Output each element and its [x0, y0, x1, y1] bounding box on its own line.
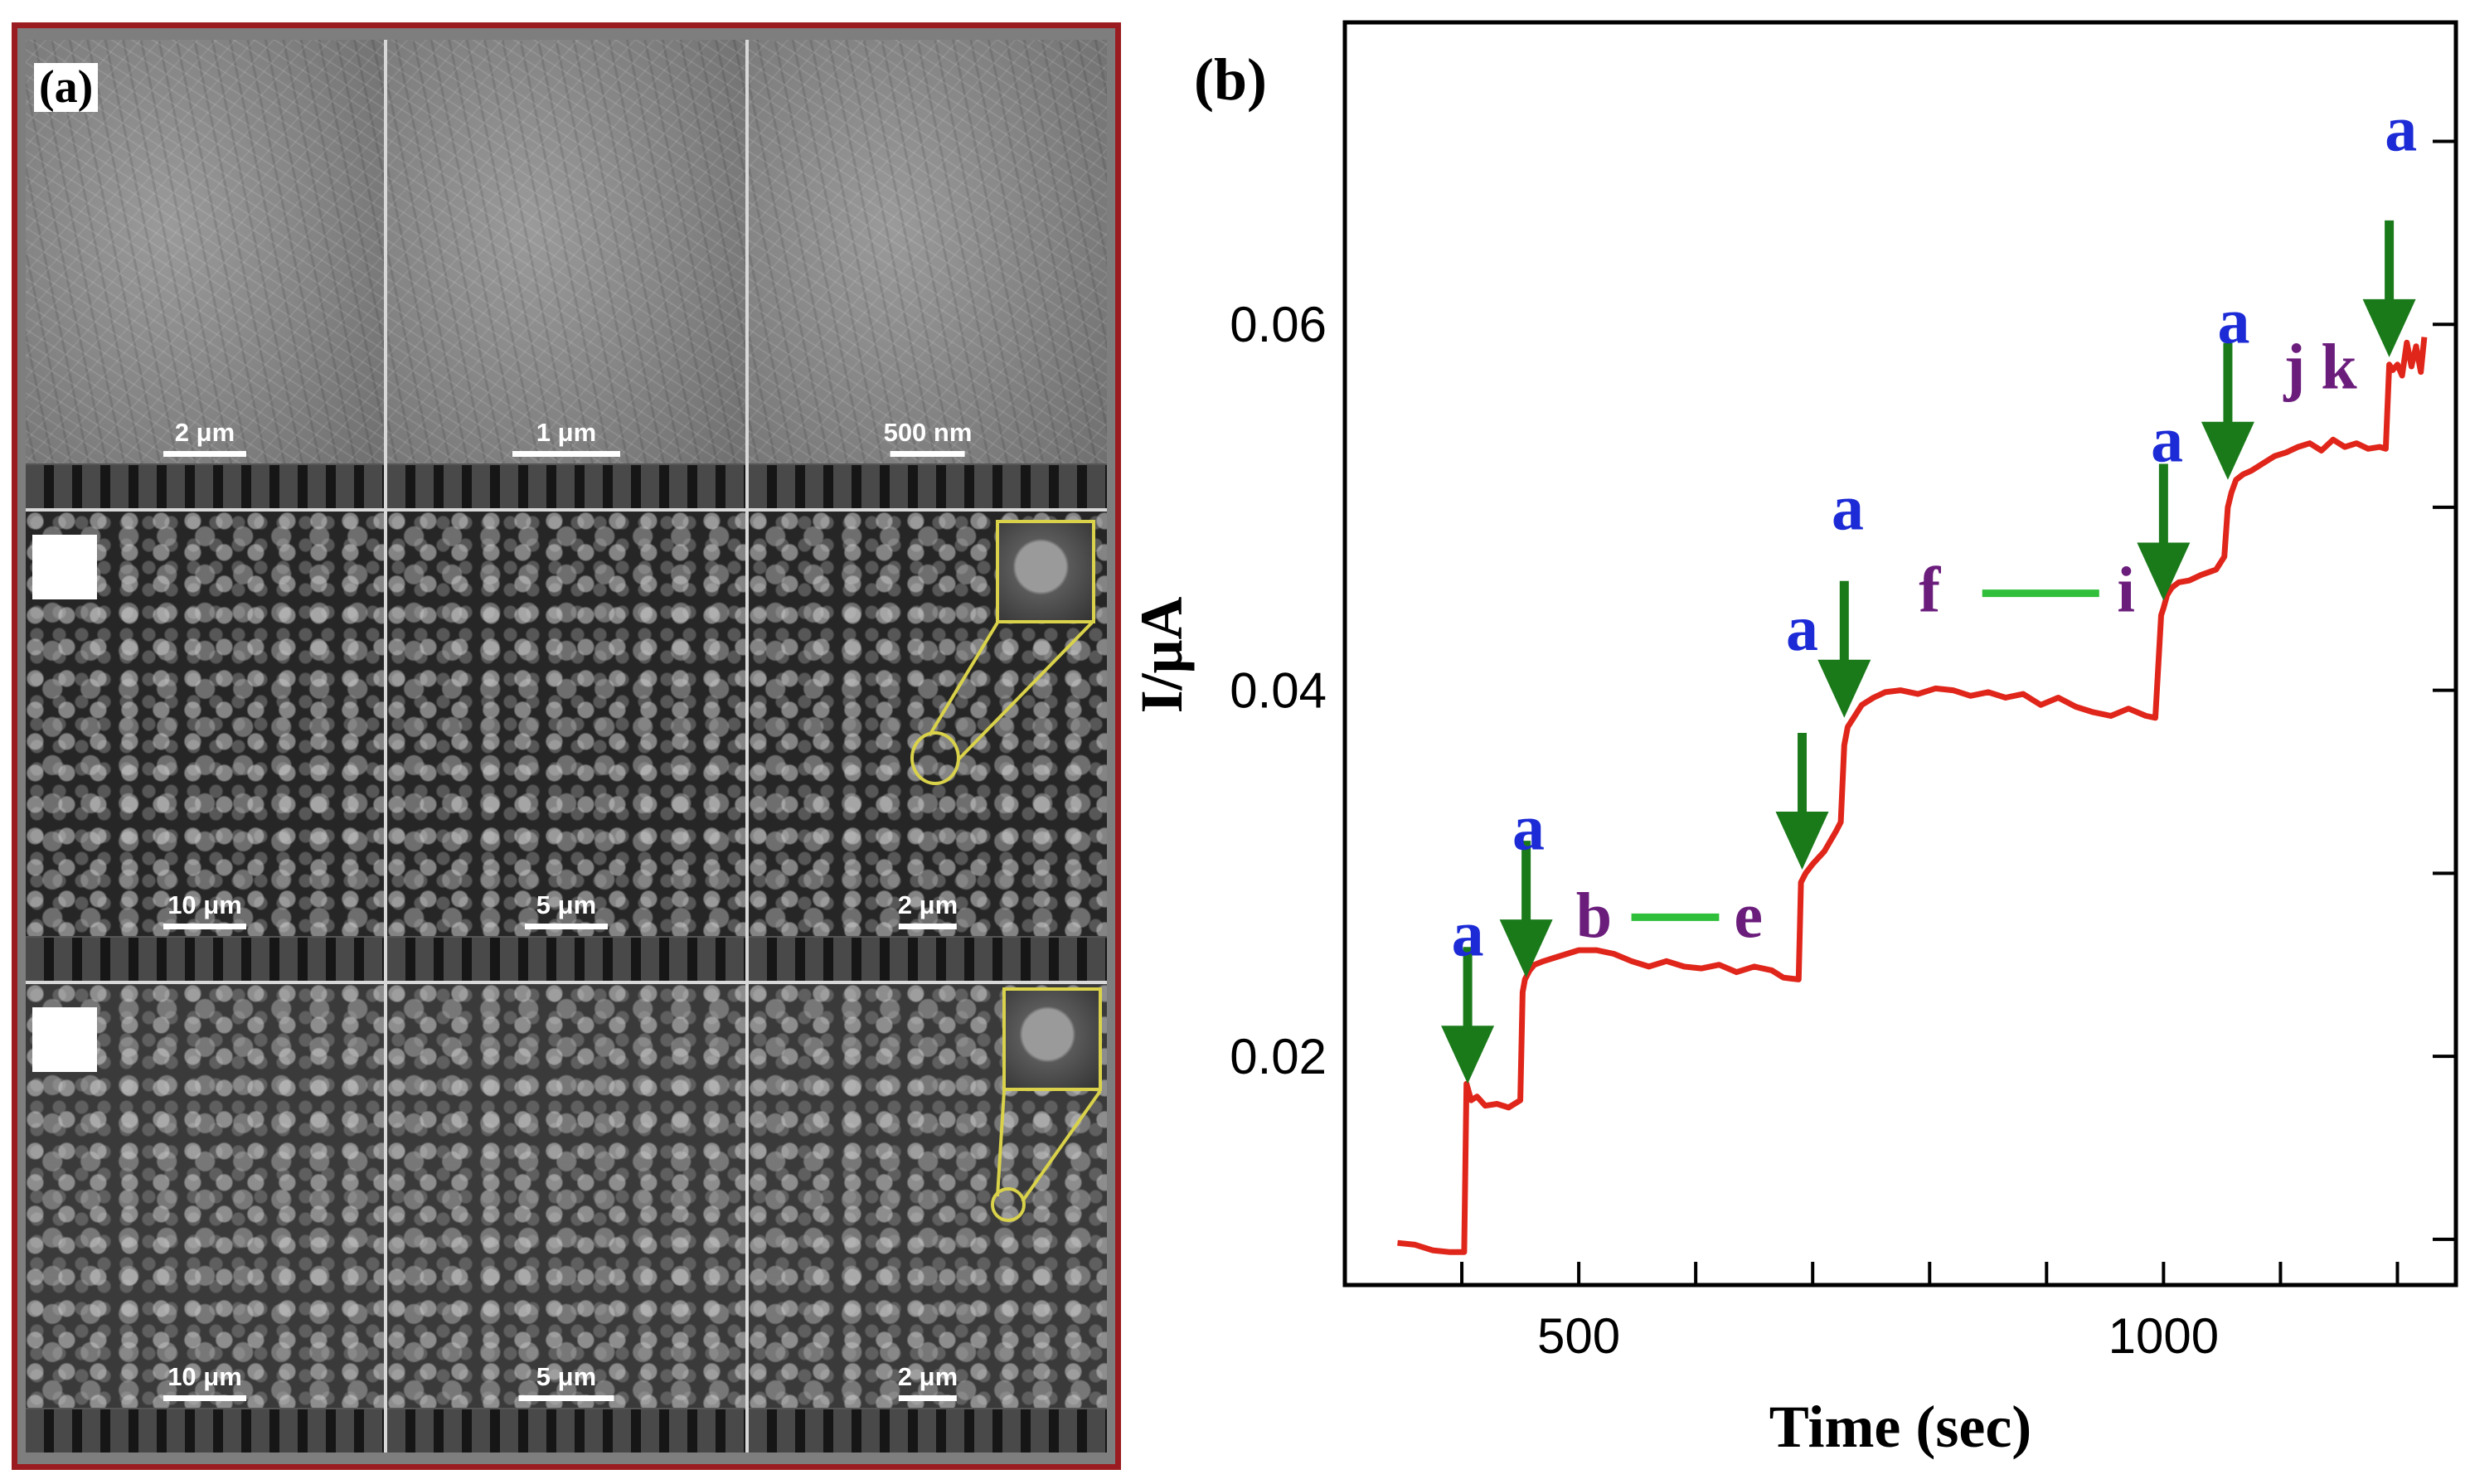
sem-info-bar	[387, 935, 745, 981]
panel-a-label: (a)	[34, 63, 99, 112]
scale-bar-label: 2 μm	[897, 890, 958, 919]
sem-info-bar	[749, 935, 1107, 981]
zoom-inset	[996, 520, 1095, 624]
sem-info-bar	[749, 463, 1107, 509]
scale-bar: 1 μm	[512, 418, 620, 458]
x-tick-label: 1000	[2108, 1308, 2219, 1364]
sem-tile-r3c3: 2 μm	[749, 983, 1107, 1452]
scale-bar: 10 μm	[163, 890, 246, 929]
scale-bar-label: 2 μm	[897, 1361, 958, 1391]
sem-tile-r2c2: 5 μm	[387, 512, 745, 981]
sem-tile-r3c1: 10 μm	[26, 983, 384, 1452]
label-mask	[32, 535, 97, 600]
panel-b-label: (b)	[1194, 46, 1267, 113]
sem-tile-r1c2: 1 μm	[387, 40, 745, 509]
sem-tile-r1c3: 500 nm	[749, 40, 1107, 509]
addition-arrow-head	[1775, 811, 1829, 870]
annotation-label: j	[2283, 330, 2305, 402]
label-mask	[32, 1006, 97, 1072]
annotation-label: a	[2218, 284, 2250, 356]
scale-bar-label: 10 μm	[167, 1361, 242, 1391]
annotation-label: a	[1832, 471, 1864, 543]
y-tick-label: 0.02	[1230, 1029, 1327, 1084]
inset-connector	[928, 621, 1094, 762]
annotation-label: i	[2117, 554, 2135, 626]
sem-info-bar	[387, 463, 745, 509]
sem-grid: 2 μm 1 μm 500 nm 10 μm 5 μm 2 μ	[26, 40, 1107, 1452]
annotation-label: a	[1512, 792, 1545, 864]
annotation-label: f	[1919, 554, 1941, 626]
scale-bar-label: 1 μm	[536, 418, 597, 448]
scale-bar-label: 5 μm	[536, 890, 597, 919]
annotation-label: e	[1734, 880, 1763, 952]
sem-info-bar	[26, 1407, 384, 1452]
annotation-label: a	[1786, 592, 1818, 664]
sem-tile-r2c3: 2 μm	[749, 512, 1107, 981]
scale-bar-label: 5 μm	[536, 1361, 597, 1391]
y-tick-label: 0.06	[1230, 297, 1327, 352]
x-tick-label: 500	[1537, 1308, 1620, 1364]
y-tick-label: 0.04	[1230, 663, 1327, 719]
inset-connector	[996, 1089, 1102, 1202]
annotation-label: b	[1576, 880, 1612, 952]
annotation-label: a	[1452, 898, 1484, 970]
scale-bar-label: 10 μm	[167, 890, 242, 919]
x-axis-title: Time (sec)	[1769, 1394, 2032, 1460]
scale-bar-label: 2 μm	[174, 418, 235, 448]
annotation-label: a	[2151, 404, 2183, 476]
data-series-line	[1397, 337, 2428, 1255]
addition-arrow-head	[1499, 919, 1553, 978]
scale-bar: 2 μm	[898, 890, 958, 929]
zoom-inset	[1002, 987, 1102, 1091]
sem-tile-r3c2: 5 μm	[387, 983, 745, 1452]
scale-bar-label: 500 nm	[883, 418, 973, 448]
y-axis-title: I/μA	[1128, 597, 1195, 714]
sem-image-panel: 2 μm 1 μm 500 nm 10 μm 5 μm 2 μ	[12, 22, 1121, 1470]
highlight-circle	[991, 1186, 1026, 1222]
addition-arrow-head	[2201, 421, 2254, 480]
scale-bar: 2 μm	[163, 418, 246, 458]
addition-arrow-head	[2362, 298, 2416, 357]
addition-arrow-head	[2137, 542, 2191, 601]
sem-tile-r1c1: 2 μm	[26, 40, 384, 509]
plot-frame	[1342, 20, 2458, 1288]
addition-arrow-head	[1817, 659, 1871, 718]
annotation-label: k	[2321, 330, 2357, 402]
annotation-label: a	[2385, 93, 2417, 165]
scale-bar: 2 μm	[898, 1362, 958, 1401]
sem-info-bar	[387, 1407, 745, 1452]
scale-bar: 5 μm	[518, 1361, 614, 1401]
sem-info-bar	[26, 463, 384, 509]
scale-bar: 5 μm	[525, 890, 608, 929]
sem-tile-r2c1: 10 μm	[26, 512, 384, 981]
scale-bar: 10 μm	[163, 1362, 246, 1401]
addition-arrow-head	[1441, 1026, 1495, 1084]
scale-bar: 500 nm	[883, 418, 973, 458]
sem-info-bar	[749, 1407, 1107, 1452]
sem-info-bar	[26, 935, 384, 981]
